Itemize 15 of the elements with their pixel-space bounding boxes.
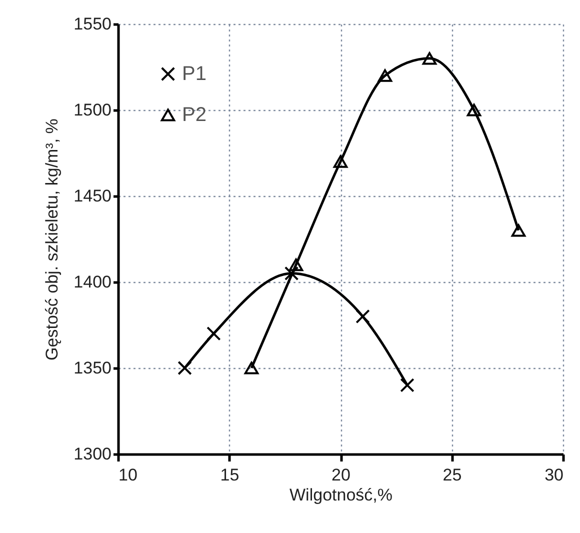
legend-label: P1	[182, 63, 206, 85]
y-tick-label: 1500	[74, 100, 112, 120]
x-axis-title: Wilgotność,%	[290, 486, 392, 504]
y-tick-label: 1400	[74, 272, 112, 292]
y-tick-label: 1450	[74, 186, 112, 206]
x-tick-label: 20	[332, 466, 350, 484]
x-tick-label: 10	[118, 466, 138, 484]
x-tick-label: 15	[220, 466, 240, 484]
y-axis-title: Gęstość obj. szkieletu, kg/m³, %	[42, 118, 62, 360]
y-tick-label: 1550	[74, 14, 112, 34]
y-tick-label: 1350	[74, 358, 112, 378]
y-tick-label: 1300	[74, 444, 112, 464]
legend-label: P2	[182, 104, 206, 126]
x-tick-label: 30	[544, 466, 564, 484]
x-tick-label: 25	[442, 466, 462, 484]
